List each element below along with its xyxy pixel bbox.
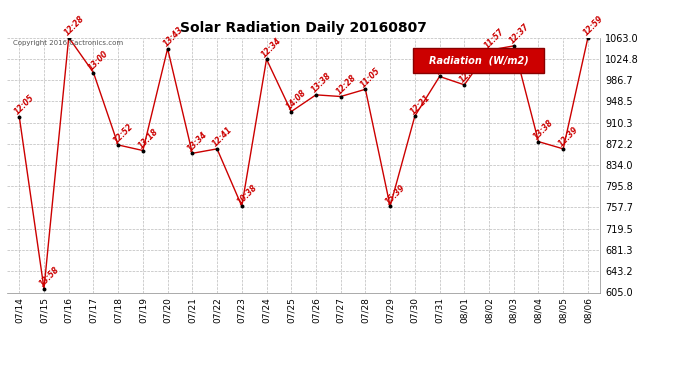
Text: 13:43: 13:43 — [161, 25, 185, 49]
Text: 12:10: 12:10 — [458, 62, 482, 85]
Text: 12:37: 12:37 — [507, 22, 531, 46]
Point — [335, 93, 346, 99]
Text: 10:38: 10:38 — [235, 183, 259, 206]
Point — [63, 34, 75, 40]
Text: 11:48: 11:48 — [433, 53, 457, 76]
Point — [162, 46, 173, 52]
Point — [533, 139, 544, 145]
Point — [236, 203, 247, 209]
Text: 12:52: 12:52 — [112, 122, 135, 145]
Point — [286, 108, 297, 114]
Point — [112, 142, 124, 148]
Point — [88, 70, 99, 76]
FancyBboxPatch shape — [413, 48, 544, 73]
Point — [459, 82, 470, 88]
Title: Solar Radiation Daily 20160807: Solar Radiation Daily 20160807 — [180, 21, 427, 35]
Text: 12:28: 12:28 — [335, 73, 357, 96]
Text: 13:00: 13:00 — [87, 49, 110, 73]
Point — [212, 146, 223, 152]
Text: Copyright 2016 Cactronics.com: Copyright 2016 Cactronics.com — [13, 40, 123, 46]
Text: 13:18: 13:18 — [137, 127, 160, 150]
Text: 12:59: 12:59 — [582, 14, 605, 38]
Text: 12:28: 12:28 — [62, 14, 86, 38]
Point — [384, 203, 395, 209]
Text: Radiation  (W/m2): Radiation (W/m2) — [428, 56, 529, 66]
Text: 12:21: 12:21 — [408, 93, 432, 116]
Text: 14:08: 14:08 — [285, 88, 308, 111]
Point — [14, 114, 25, 120]
Point — [409, 113, 420, 119]
Point — [137, 147, 148, 153]
Point — [558, 146, 569, 152]
Point — [310, 92, 322, 98]
Text: 12:05: 12:05 — [13, 93, 37, 117]
Point — [261, 56, 272, 62]
Point — [360, 86, 371, 92]
Point — [484, 47, 495, 53]
Text: 12:41: 12:41 — [210, 126, 234, 149]
Text: 13:34: 13:34 — [186, 130, 209, 153]
Text: 13:38: 13:38 — [310, 72, 333, 95]
Text: 12:39: 12:39 — [557, 126, 580, 149]
Point — [39, 286, 50, 292]
Text: 12:34: 12:34 — [260, 36, 284, 59]
Text: 11:05: 11:05 — [359, 66, 382, 89]
Text: 13:38: 13:38 — [532, 118, 555, 142]
Point — [582, 34, 593, 40]
Point — [187, 150, 198, 156]
Point — [434, 74, 445, 80]
Point — [509, 43, 520, 49]
Text: 15:39: 15:39 — [384, 183, 407, 206]
Text: 11:57: 11:57 — [483, 27, 506, 50]
Text: 13:58: 13:58 — [38, 265, 61, 289]
